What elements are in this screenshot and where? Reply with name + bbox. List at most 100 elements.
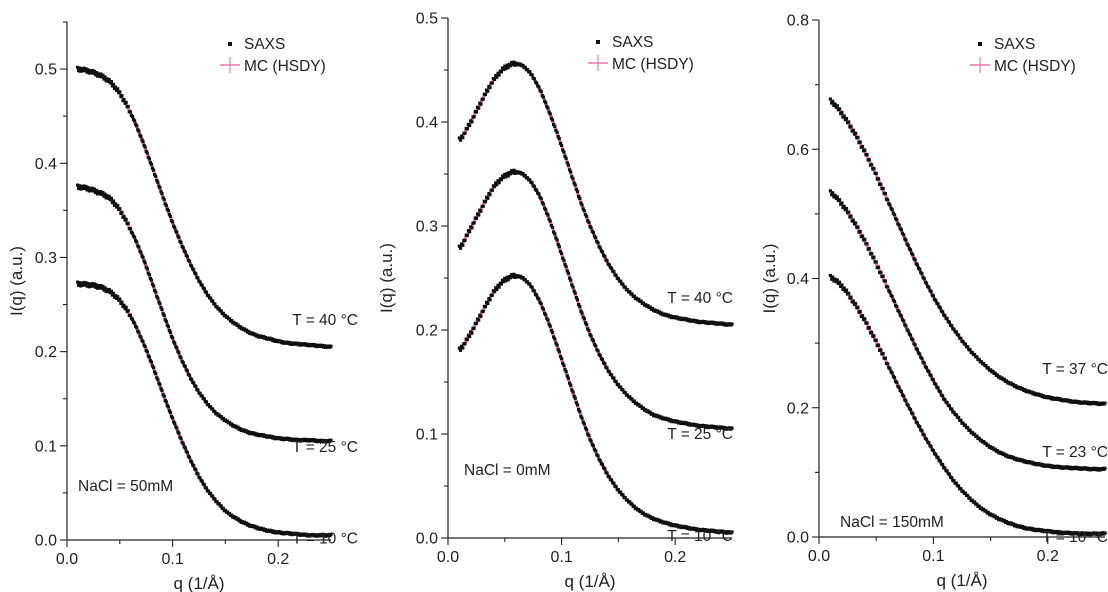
- saxs-point: [639, 299, 643, 303]
- saxs-point: [870, 330, 874, 334]
- saxs-point: [156, 296, 160, 300]
- saxs-point: [200, 394, 204, 398]
- saxs-point: [185, 369, 189, 373]
- y-tick-label: 0.8: [787, 13, 809, 30]
- saxs-point: [555, 238, 559, 242]
- saxs-point: [511, 275, 515, 279]
- saxs-point: [573, 396, 577, 400]
- saxs-point: [553, 124, 557, 128]
- saxs-point: [927, 441, 931, 445]
- saxs-point: [183, 250, 187, 254]
- saxs-point: [236, 425, 240, 429]
- saxs-point: [535, 81, 539, 85]
- saxs-point: [78, 281, 82, 285]
- saxs-point: [612, 270, 616, 274]
- saxs-point: [968, 428, 972, 432]
- saxs-point: [966, 345, 970, 349]
- saxs-point: [528, 282, 532, 286]
- saxs-point: [648, 410, 652, 414]
- saxs-point: [561, 256, 565, 260]
- curve-label: T = 25 °C: [667, 426, 733, 443]
- saxs-point: [596, 349, 600, 353]
- saxs-point: [578, 410, 582, 414]
- saxs-point: [1014, 456, 1018, 460]
- saxs-point: [145, 267, 149, 271]
- saxs-point: [105, 194, 109, 198]
- saxs-point: [982, 507, 986, 511]
- saxs-point: [238, 426, 242, 431]
- saxs-point: [555, 130, 559, 134]
- saxs-point: [619, 279, 623, 283]
- saxs-point: [213, 497, 217, 501]
- saxs-point: [1011, 382, 1016, 386]
- saxs-point: [648, 514, 652, 518]
- saxs-point: [883, 192, 887, 196]
- saxs-point: [641, 511, 645, 515]
- saxs-point: [95, 71, 99, 75]
- saxs-point: [92, 282, 97, 286]
- saxs-point: [234, 321, 238, 326]
- saxs-point: [88, 282, 92, 286]
- saxs-point: [115, 296, 119, 300]
- saxs-point: [614, 273, 618, 277]
- saxs-point: [99, 284, 103, 288]
- saxs-point: [157, 184, 161, 188]
- legend-saxs-label: SAXS: [244, 36, 285, 53]
- saxs-point: [881, 186, 885, 190]
- saxs-point: [211, 407, 215, 411]
- saxs-point: [596, 454, 600, 458]
- saxs-point: [991, 446, 995, 450]
- saxs-point: [623, 390, 627, 395]
- saxs-point: [860, 145, 865, 149]
- saxs-point: [198, 280, 202, 284]
- saxs-point: [130, 317, 135, 321]
- saxs-point: [556, 242, 560, 246]
- saxs-point: [247, 430, 251, 434]
- saxs-point: [1011, 522, 1016, 526]
- y-tick-label: 0.2: [35, 344, 57, 361]
- saxs-point: [947, 320, 951, 324]
- saxs-point: [879, 182, 883, 186]
- saxs-point: [831, 99, 835, 103]
- saxs-point: [130, 231, 135, 235]
- saxs-point: [666, 313, 670, 317]
- saxs-point: [977, 357, 981, 361]
- saxs-point: [137, 245, 141, 249]
- saxs-point: [77, 283, 81, 287]
- saxs-point: [192, 381, 196, 385]
- saxs-point: [493, 77, 497, 81]
- saxs-point: [637, 297, 641, 301]
- saxs-point: [84, 281, 88, 285]
- saxs-point: [549, 116, 553, 120]
- saxs-point: [641, 301, 645, 305]
- saxs-point: [546, 318, 550, 322]
- saxs-point: [963, 342, 967, 346]
- saxs-point: [842, 286, 846, 290]
- saxs-point: [104, 289, 108, 293]
- saxs-point: [560, 143, 564, 147]
- saxs-point: [938, 390, 942, 394]
- saxs-point: [135, 240, 139, 244]
- saxs-point: [863, 237, 867, 241]
- saxs-point: [457, 244, 461, 248]
- saxs-point: [166, 209, 170, 213]
- saxs-point: [225, 510, 230, 514]
- saxs-point: [155, 179, 159, 183]
- saxs-point: [86, 185, 90, 190]
- saxs-point: [874, 171, 878, 175]
- saxs-point: [532, 184, 536, 188]
- y-tick-label: 0.4: [787, 271, 809, 288]
- saxs-point: [304, 532, 308, 536]
- saxs-point: [918, 352, 922, 356]
- saxs-point: [80, 281, 84, 285]
- saxs-point: [177, 431, 181, 435]
- saxs-point: [902, 319, 906, 323]
- saxs-point: [230, 513, 234, 517]
- saxs-point: [730, 322, 734, 326]
- saxs-point: [474, 321, 478, 326]
- saxs-point: [646, 409, 650, 413]
- saxs-point: [102, 77, 106, 81]
- saxs-point: [556, 347, 560, 352]
- saxs-point: [666, 417, 670, 421]
- saxs-point: [221, 416, 225, 420]
